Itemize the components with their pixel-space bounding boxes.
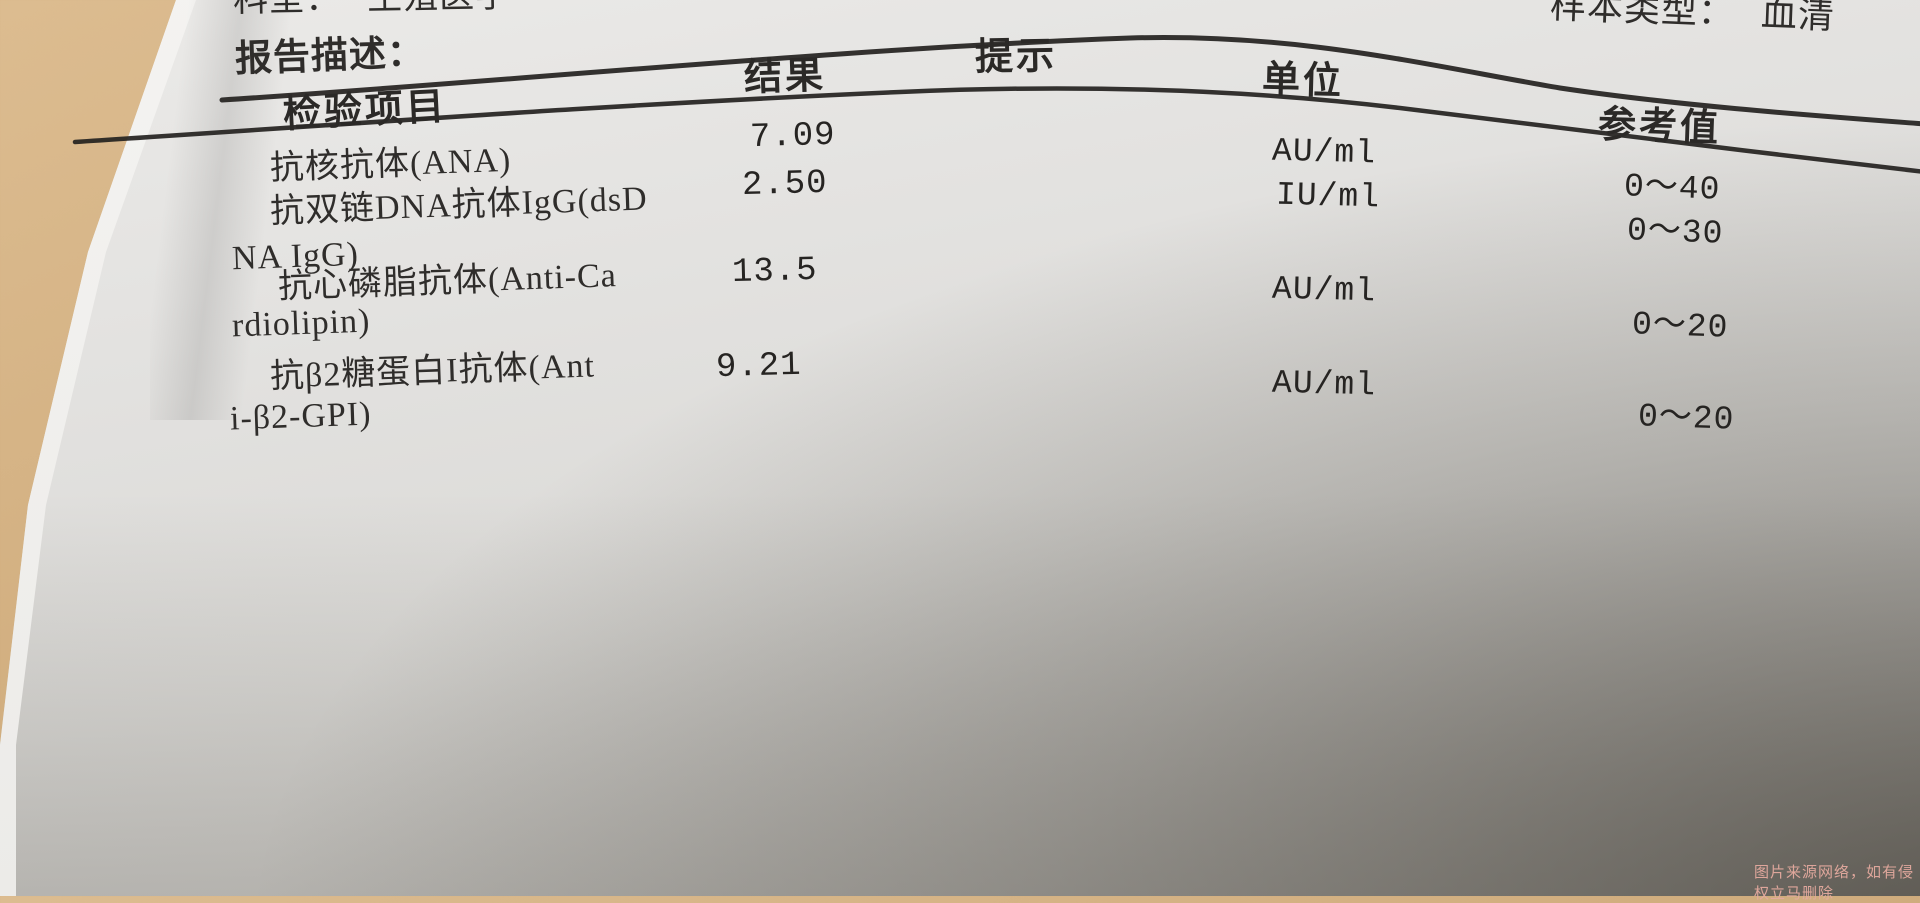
report-description-label: 报告描述： <box>234 32 426 81</box>
row2-result: 2.50 <box>741 164 829 206</box>
sample-type-label: 样本类型： <box>1549 0 1736 33</box>
row3-item-name-line2: rdiolipin) <box>231 302 372 345</box>
column-header-item: 检验项目 <box>282 85 449 137</box>
row4-item-name-line2: i-β2-GPI) <box>229 395 373 438</box>
row1-unit: AU/ml <box>1271 132 1377 173</box>
sample-type-value: 血清 <box>1760 0 1836 37</box>
department-field: 科室： 生殖医学 <box>233 0 512 19</box>
row4-reference-range: 0～20 <box>1637 398 1736 439</box>
row4-result: 9.21 <box>715 346 803 388</box>
row1-item-name: 抗核抗体(ANA) <box>269 141 512 188</box>
row4-unit: AU/ml <box>1271 364 1377 405</box>
row2-item-name-line1: 抗双链DNA抗体IgG(dsD <box>269 180 649 231</box>
column-header-ref: 参考值 <box>1597 103 1722 151</box>
row1-reference-range: 0～40 <box>1623 168 1722 209</box>
column-header-hint: 提示 <box>974 35 1058 79</box>
sample-type-field: 样本类型： 血清 <box>1549 0 1836 37</box>
department-label: 科室： <box>233 0 342 19</box>
source-watermark: 图片来源网络，如有侵权立马删除 <box>1754 863 1915 902</box>
row2-reference-range: 0～30 <box>1626 212 1725 253</box>
column-header-result: 结果 <box>743 54 827 100</box>
row3-unit: AU/ml <box>1271 270 1377 311</box>
row3-result: 13.5 <box>731 251 819 293</box>
row4-item-name-line1: 抗β2糖蛋白I抗体(Ant <box>269 347 596 396</box>
column-header-unit: 单位 <box>1261 58 1345 104</box>
row2-unit: IU/ml <box>1275 176 1381 217</box>
row1-result: 7.09 <box>749 116 837 158</box>
department-value: 生殖医学 <box>367 0 512 17</box>
row3-reference-range: 0～20 <box>1631 306 1730 347</box>
